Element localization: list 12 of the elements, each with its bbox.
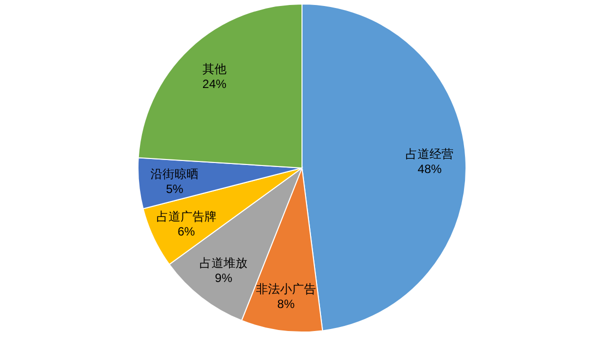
data-label: 48% — [418, 162, 442, 176]
slice-label: 沿街晾晒 — [150, 167, 199, 182]
data-label: 8% — [277, 296, 295, 311]
data-label: 24% — [202, 76, 227, 91]
data-label: 6% — [178, 224, 196, 238]
slice-label: 占道广告牌 — [156, 209, 216, 224]
data-label: 5% — [166, 182, 184, 196]
slice-label: 占道经营 — [406, 146, 454, 161]
slice-label: 非法小广告 — [256, 282, 316, 296]
slice-label: 占道堆放 — [200, 256, 248, 270]
data-label: 9% — [214, 271, 233, 286]
slice-label: 其他 — [202, 62, 226, 76]
